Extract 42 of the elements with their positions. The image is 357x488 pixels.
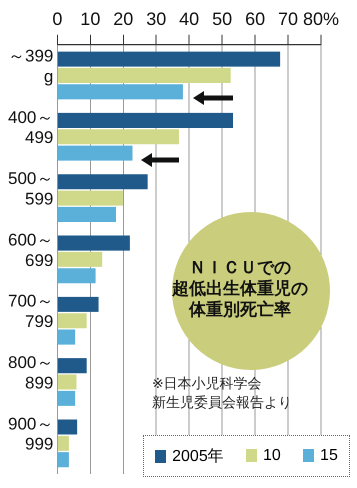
bar [58, 296, 99, 312]
text: ＮＩＣＵでの超低出生体重児の体重別死亡率 [170, 257, 309, 320]
y-tick-label: ～399 g [8, 46, 54, 86]
x-tick-label: 0 [52, 8, 62, 29]
bar [58, 374, 76, 390]
x-tick-label: 50 [212, 8, 232, 29]
legend-label: 10 [262, 447, 281, 465]
x-tick-label: 30 [146, 8, 166, 29]
x-tick-label: 40 [179, 8, 200, 29]
x-tick-label: 10 [80, 8, 100, 29]
bar [58, 252, 102, 267]
bar [58, 206, 116, 222]
y-tick-label: 700～ 799 [8, 292, 54, 332]
y-tick-label: 500～ 599 [8, 169, 54, 208]
bar [58, 84, 183, 100]
bar [58, 52, 280, 67]
bar [58, 419, 78, 435]
bar [58, 190, 123, 206]
bar [58, 330, 76, 345]
bar [58, 174, 148, 190]
bar [58, 436, 69, 451]
y-tick-label: 800～ 899 [8, 353, 54, 392]
y-tick-label: 600～ 699 [8, 230, 54, 270]
bar [58, 358, 87, 374]
bar [58, 390, 76, 406]
y-tick-label: 400～ 499 [8, 108, 54, 148]
bar [58, 268, 96, 284]
x-tick-label: 20 [113, 8, 134, 29]
bar [58, 68, 231, 83]
x-tick-label: 80% [302, 8, 340, 29]
legend-label: 2005年 [171, 446, 224, 466]
annotation: ※日本小児科学会新生児委員会報告より [151, 374, 293, 412]
bar [58, 313, 87, 328]
bar [58, 129, 179, 144]
bar [58, 452, 69, 468]
bar [58, 236, 130, 251]
x-tick-label: 70 [278, 8, 298, 29]
legend-label: 15 [319, 447, 338, 465]
y-tick-label: 900～ 999 [8, 414, 54, 454]
bar [58, 146, 132, 161]
x-tick-label: 60 [245, 8, 266, 29]
bar [58, 112, 234, 128]
